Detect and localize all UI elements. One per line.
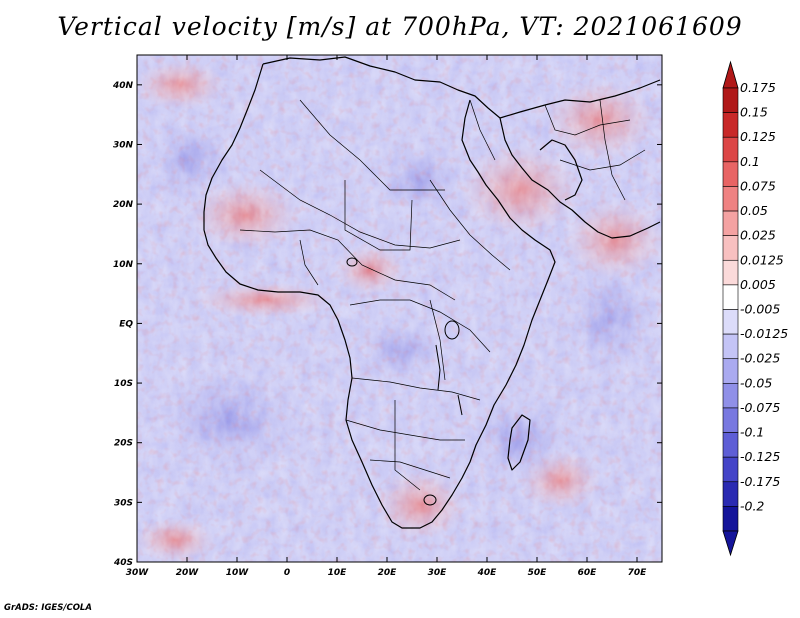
colorbar-swatch: [722, 87, 739, 113]
colorbar-swatch: [722, 358, 739, 384]
colorbar-swatch: [722, 186, 739, 212]
colorbar: 0.175 0.15 0.125 0.1 0.075 0.05 0.025 0.0125 0.0…: [722, 60, 788, 557]
colorbar-label: 0.15: [740, 105, 768, 120]
colorbar-label: -0.005: [740, 302, 780, 317]
lon-label: 10E: [328, 568, 348, 578]
colorbar-label: 0.075: [740, 178, 776, 193]
colorbar-label: -0.05: [740, 375, 772, 390]
colorbar-label: 0.025: [740, 228, 776, 243]
colorbar-label: 0.05: [740, 203, 768, 218]
colorbar-swatch: [722, 309, 739, 335]
colorbar-swatch: [722, 333, 739, 360]
colorbar-label: -0.125: [740, 449, 780, 464]
colorbar-swatch: [722, 259, 739, 286]
lat-label: 40S: [113, 558, 133, 568]
lon-label: 30W: [126, 568, 150, 578]
colorbar-label: 0.125: [740, 129, 776, 144]
lon-label: 20E: [378, 568, 398, 578]
lakes: [346, 257, 463, 506]
lat-label: 30S: [114, 498, 133, 508]
colorbar-swatch: [722, 481, 739, 507]
colorbar-label: -0.0125: [740, 326, 788, 341]
latitude-axis: 40N 30N 20N 10N EQ 10S 20S 30S 40S: [112, 81, 662, 568]
colorbar-label: -0.175: [740, 474, 780, 489]
lon-label: 50E: [528, 568, 548, 578]
lat-label: EQ: [119, 319, 133, 329]
lon-label: 10W: [226, 568, 250, 578]
colorbar-swatch: [722, 136, 739, 163]
colorbar-swatch: [722, 210, 739, 236]
colorbar-top-arrow: [722, 60, 739, 89]
lon-label: 40E: [477, 568, 498, 578]
colorbar-label: -0.025: [740, 351, 780, 366]
longitude-axis: 30W 20W 10W 0 10E 20E 30E 40E 50E 60E 70E: [126, 55, 647, 578]
colorbar-swatch: [722, 506, 739, 532]
coastlines: [203, 56, 661, 529]
colorbar-swatch: [722, 284, 739, 310]
lat-label: 20N: [113, 200, 134, 210]
colorbar-swatch: [722, 383, 739, 409]
map-frame: [136, 54, 663, 563]
lat-label: 30N: [113, 140, 134, 150]
colorbar-label: -0.1: [740, 425, 764, 440]
lon-label: 70E: [628, 568, 648, 578]
grads-credit: GrADS: IGES/COLA: [4, 603, 92, 613]
colorbar-label: 0.005: [740, 277, 776, 292]
lon-label: 0: [284, 568, 290, 578]
colorbar-swatch: [722, 456, 739, 483]
colorbar-label: 0.0125: [740, 252, 784, 267]
country-borders: [239, 99, 646, 491]
colorbar-bottom-arrow: [722, 530, 739, 557]
lon-label: 30E: [428, 568, 448, 578]
colorbar-label: -0.2: [740, 498, 764, 513]
colorbar-label: 0.175: [740, 80, 776, 95]
lon-label: 20W: [176, 568, 200, 578]
colorbar-swatch: [722, 161, 739, 187]
colorbar-swatch: [722, 235, 739, 261]
plot-title: Vertical velocity [m/s] at 700hPa, VT: 2…: [57, 12, 743, 41]
lon-label: 60E: [578, 568, 598, 578]
lat-label: 10S: [114, 379, 133, 389]
colorbar-label: 0.1: [740, 154, 760, 169]
colorbar-swatch: [722, 112, 739, 138]
lat-label: 20S: [114, 439, 133, 449]
lat-label: 10N: [113, 260, 134, 270]
lat-label: 40N: [112, 81, 134, 91]
colorbar-swatch: [722, 432, 739, 458]
map-field: [137, 55, 662, 562]
colorbar-swatch: [722, 407, 739, 433]
colorbar-label: -0.075: [740, 400, 780, 415]
